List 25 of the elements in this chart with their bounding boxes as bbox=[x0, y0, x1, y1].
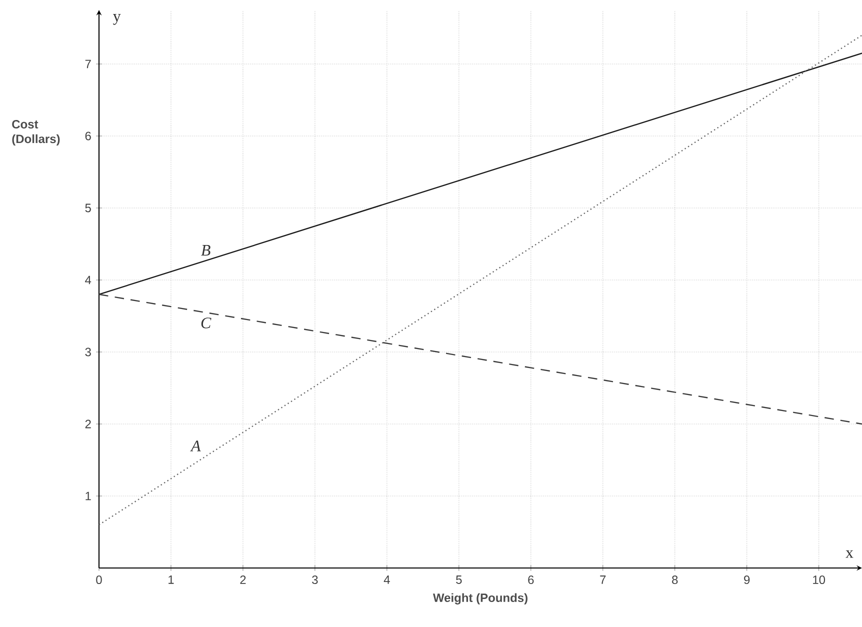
y-tick-label: 7 bbox=[85, 60, 91, 68]
x-tick-label: 8 bbox=[672, 576, 678, 584]
y-axis-title: Cost (Dollars) bbox=[12, 120, 60, 146]
y-tick-label: 4 bbox=[85, 276, 92, 284]
series-label: B bbox=[201, 245, 210, 256]
x-tick-label: 9 bbox=[744, 576, 750, 584]
x-tick-label: 2 bbox=[240, 576, 246, 584]
series-label: A bbox=[190, 440, 201, 452]
series-label: C bbox=[201, 318, 212, 328]
y-tick-label: 3 bbox=[85, 348, 91, 356]
x-tick-label: 7 bbox=[600, 576, 606, 584]
x-tick-label: 4 bbox=[384, 576, 390, 584]
annotation: x bbox=[846, 550, 854, 558]
x-tick-label: 0 bbox=[96, 576, 102, 584]
x-tick-label: 1 bbox=[168, 576, 174, 584]
y-tick-label: 2 bbox=[85, 420, 91, 428]
x-axis-title: Weight (Pounds) bbox=[432, 593, 528, 604]
x-tick-label: 6 bbox=[528, 576, 534, 584]
x-tick-label: 3 bbox=[312, 576, 318, 584]
annotation: y bbox=[113, 14, 121, 25]
x-tick-label: 10 bbox=[813, 576, 826, 584]
x-tick-label: 5 bbox=[456, 576, 462, 584]
y-tick-label: 5 bbox=[85, 204, 91, 212]
y-tick-label: 6 bbox=[85, 132, 91, 140]
y-tick-label: 1 bbox=[86, 492, 91, 500]
